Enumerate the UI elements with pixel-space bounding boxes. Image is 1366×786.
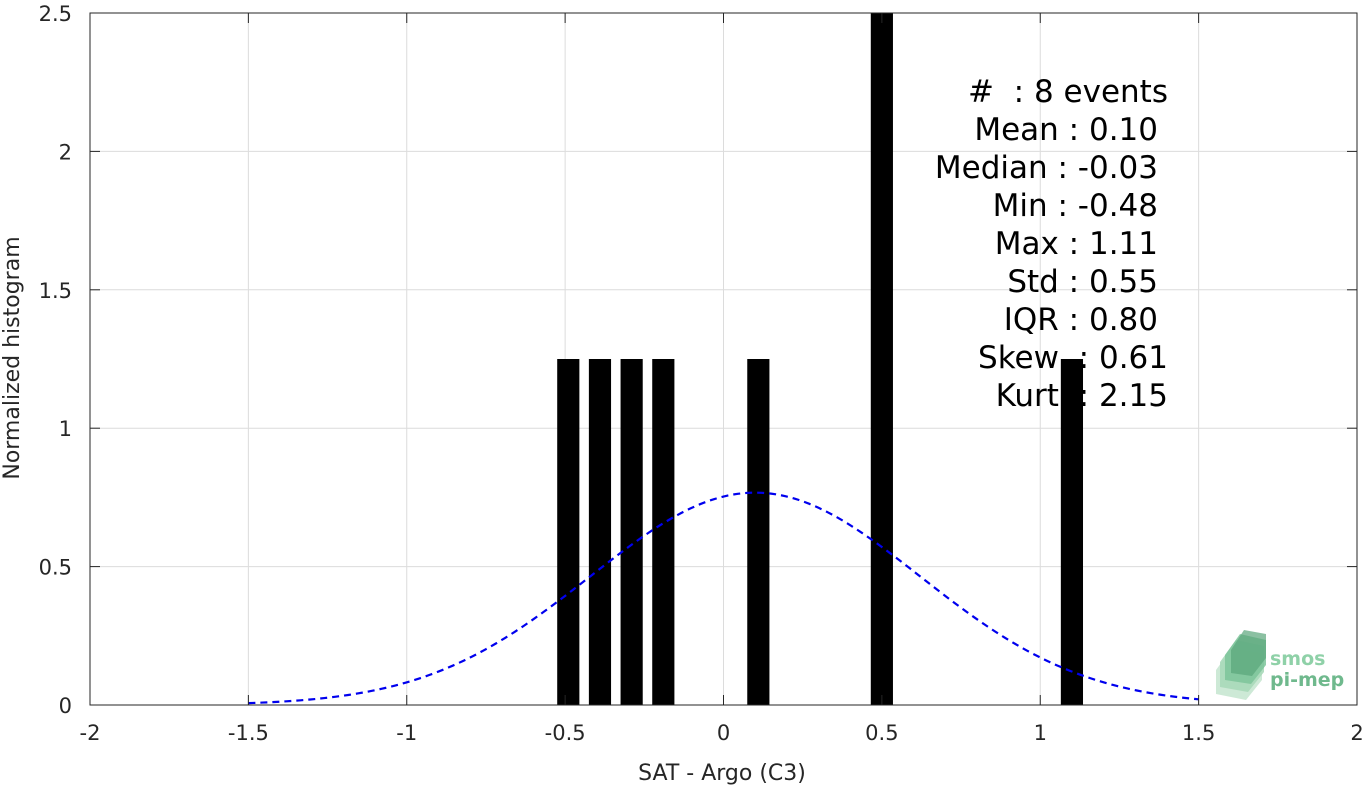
x-tick-label: 1 (1034, 721, 1047, 745)
x-tick-label: 0 (717, 721, 730, 745)
x-tick-label: 2 (1350, 721, 1363, 745)
stats-line: Kurt : 2.15 (996, 378, 1168, 414)
histogram-bar (747, 359, 770, 705)
stats-line: Median : -0.03 (935, 150, 1158, 186)
stats-line: Max : 1.11 (995, 226, 1158, 262)
logo-text-line1: smos (1270, 648, 1325, 670)
x-tick-label: 0.5 (865, 721, 898, 745)
y-tick-label: 0.5 (39, 556, 72, 580)
x-tick-label: -1 (396, 721, 417, 745)
logo-text-line2: pi-mep (1270, 669, 1344, 691)
histogram-bar (620, 359, 643, 705)
stats-line: Std : 0.55 (1007, 264, 1158, 300)
y-tick-label: 2 (59, 140, 72, 164)
bars-group (557, 13, 1084, 705)
x-axis-ticks: -2 -1.5 -1 -0.5 0 0.5 1 1.5 2 (80, 13, 1364, 745)
x-tick-label: -2 (80, 721, 101, 745)
y-tick-label: 2.5 (39, 2, 72, 26)
histogram-bar (870, 13, 893, 705)
x-axis-label: SAT - Argo (C3) (638, 761, 806, 786)
histogram-bar (652, 359, 675, 705)
normal-fit-curve (248, 491, 1199, 705)
histogram-bar (1060, 359, 1084, 705)
stats-line: Min : -0.48 (993, 188, 1158, 224)
y-tick-label: 1.5 (39, 279, 72, 303)
y-tick-label: 1 (59, 417, 72, 441)
logo-mark-icon (1216, 630, 1266, 700)
stats-line: Skew : 0.61 (978, 340, 1168, 376)
stats-line: Mean : 0.10 (974, 112, 1158, 148)
histogram-bar (557, 359, 580, 705)
smos-pi-mep-logo: smos pi-mep (1216, 630, 1344, 700)
stats-line: IQR : 0.80 (1004, 302, 1158, 338)
y-tick-label: 0 (59, 694, 72, 718)
x-tick-label: 1.5 (1182, 721, 1215, 745)
histogram-bar (588, 359, 612, 705)
stats-line: # : 8 events (968, 74, 1168, 110)
x-tick-label: -1.5 (228, 721, 269, 745)
y-axis-label: Normalized histogram (0, 236, 25, 479)
x-tick-label: -0.5 (545, 721, 586, 745)
y-axis-ticks: 0 0.5 1 1.5 2 2.5 (39, 2, 1357, 718)
